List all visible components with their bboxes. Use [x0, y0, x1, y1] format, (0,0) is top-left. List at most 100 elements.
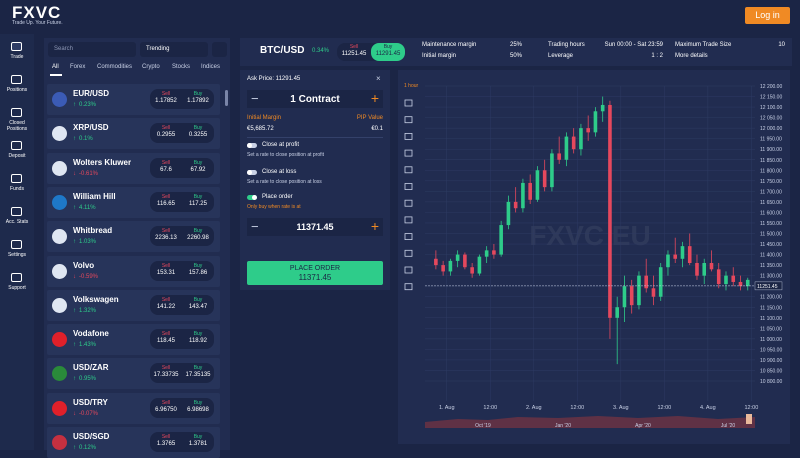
candle-body	[586, 128, 590, 133]
order-panel: Ask Price: 11291.45 × − +1 Contract Initial …	[240, 70, 390, 290]
x-tick-label: 12:00	[570, 405, 584, 411]
instrument-row[interactable]: USD/TRY ↓ -0.07% Sell Buy 6.96750 6.98698	[47, 392, 220, 424]
x-tick-label: 3. Aug	[613, 405, 629, 411]
price-tag	[754, 281, 783, 291]
price-box[interactable]: Sell Buy 2236.13 2260.98	[150, 226, 214, 247]
nav-icon[interactable]	[11, 273, 22, 282]
tab[interactable]: Commodities	[97, 64, 133, 70]
toggle-hint: Set a rate to close position at loss	[247, 179, 322, 185]
instrument-row[interactable]: Wolters Kluwer ↓ -0.61% Sell Buy 67.6 67.92	[47, 152, 220, 184]
tab[interactable]: Indices	[201, 64, 221, 70]
plus[interactable]: +	[370, 218, 379, 234]
login-button[interactable]: Log in	[745, 7, 790, 24]
candle-body	[702, 263, 707, 276]
price-box[interactable]: Sell Buy 118.45 118.92	[150, 329, 214, 350]
tool-icon	[404, 183, 413, 190]
price-box[interactable]: Sell Buy 67.6 67.92	[150, 157, 214, 178]
search-box[interactable]: Search	[48, 42, 136, 57]
change: 0.1%	[79, 136, 93, 143]
tool-icon	[404, 233, 413, 241]
instrument-row[interactable]: EUR/USD ↑ 0.23% Sell Buy 1.17852 1.17892	[47, 84, 220, 115]
candle-body	[463, 254, 467, 268]
tab[interactable]: Crypto	[142, 64, 160, 70]
y-tick-label: 12 150.00	[760, 95, 782, 101]
tool-icon	[404, 166, 413, 174]
toggle-hint: Only buy when rate is at	[247, 204, 301, 210]
nav-label[interactable]: Positions	[6, 87, 28, 93]
nav-icon[interactable]	[11, 42, 22, 51]
minus[interactable]: −	[251, 219, 259, 234]
minus[interactable]: −	[251, 91, 259, 106]
nav-icon[interactable]	[11, 240, 22, 249]
sell-price: 118.45	[157, 338, 175, 345]
interval: 1 hour	[404, 83, 419, 89]
instrument-row[interactable]: Vodafone ↑ 1.43% Sell Buy 118.45 118.92	[47, 324, 220, 356]
price-box[interactable]: Sell Buy 153.31 157.86	[150, 260, 214, 281]
price-box[interactable]: Sell Buy 1.3765 1.3781	[150, 432, 214, 452]
tool-icon	[404, 133, 413, 140]
candle-body	[492, 250, 496, 255]
toggle[interactable]	[247, 170, 257, 175]
tab[interactable]: Forex	[70, 64, 86, 70]
instrument-row[interactable]: William Hill ↑ 4.11% Sell Buy 116.65 117.25	[47, 186, 220, 218]
price-box[interactable]: Sell Buy 1.17852 1.17892	[150, 89, 214, 109]
candle-body	[564, 136, 569, 160]
nav-icon[interactable]	[11, 75, 22, 84]
change-arrow: ↑	[73, 204, 76, 211]
nav-icon[interactable]	[11, 207, 22, 216]
filter-dropdown[interactable]: Trending	[140, 42, 208, 57]
price-box[interactable]: Sell Buy 0.2955 0.3255	[150, 123, 214, 144]
instrument-row[interactable]: USD/ZAR ↑ 0.95% Sell Buy 17.33735 17.35135	[47, 358, 220, 390]
instrument-row[interactable]: XRP/USD ↑ 0.1% Sell Buy 0.2955 0.3255	[47, 118, 220, 150]
buy-price: 1.17892	[187, 98, 209, 104]
sell-price: 6.96750	[155, 406, 177, 413]
filter-button[interactable]	[212, 42, 227, 57]
instrument-row[interactable]: Volkswagen ↑ 1.32% Sell Buy 141.22 143.47	[47, 289, 220, 321]
stepper: − +1 Contract	[247, 90, 383, 108]
nav-icon[interactable]	[11, 174, 22, 183]
instrument-row[interactable]: Whitbread ↑ 1.03% Sell Buy 2236.13 2260.98	[47, 221, 220, 253]
tab[interactable]: Stocks	[172, 64, 191, 70]
info-value: 50%	[509, 53, 522, 59]
symbol-price-box[interactable]: Sell 11251.45 Buy 11291.45	[337, 43, 405, 61]
nav-label[interactable]: Settings	[7, 252, 27, 258]
more-details[interactable]: More details	[675, 53, 708, 59]
plus[interactable]: +	[370, 90, 379, 106]
nav-label[interactable]: Support	[8, 285, 26, 291]
info-label: Maintenance margin	[422, 42, 477, 48]
price-box[interactable]: Sell Buy 141.22 143.47	[150, 294, 214, 315]
place-order-button[interactable]: PLACE ORDER 11371.45	[247, 261, 383, 285]
nav-label[interactable]: Trade	[10, 54, 24, 60]
instrument-row[interactable]: Volvo ↓ -0.59% Sell Buy 153.31 157.86	[47, 255, 220, 287]
sell-price: 2236.13	[155, 235, 177, 242]
price-label: 11251.45	[757, 284, 778, 290]
toggle-label: Close at loss	[262, 169, 297, 175]
nav-label[interactable]: Acc. Stats	[5, 219, 29, 225]
candle-body	[455, 254, 460, 261]
tab[interactable]: All	[52, 64, 59, 70]
candle-body	[528, 182, 532, 200]
price-box[interactable]: Sell Buy 116.65 117.25	[150, 191, 214, 212]
candle-body	[535, 170, 540, 200]
nav-label[interactable]: Funds	[10, 186, 24, 192]
price-box[interactable]: Sell Buy 6.96750 6.98698	[150, 397, 214, 418]
buy-price: 157.86	[188, 269, 208, 276]
nav-icon[interactable]	[11, 108, 22, 117]
toggle-knob	[247, 143, 252, 148]
button-value: 11371.45	[298, 273, 332, 282]
nav-label[interactable]: Deposit	[8, 153, 26, 159]
close-button[interactable]: ×	[376, 74, 381, 83]
y-tick-label: 12 000.00	[760, 126, 782, 132]
candle-body	[651, 288, 656, 297]
price-box[interactable]: Sell Buy 17.33735 17.35135	[150, 363, 214, 384]
change-arrow: ↓	[73, 170, 76, 177]
candle-body	[738, 281, 743, 287]
navigator-handle[interactable]	[746, 414, 752, 424]
instrument-row[interactable]: USD/SGD ↑ 0.12% Sell Buy 1.3765 1.3781	[47, 427, 220, 458]
buy-label: Buy	[193, 125, 203, 132]
nav-label[interactable]: Closed Positions	[6, 120, 28, 132]
toggle[interactable]	[247, 143, 257, 148]
nav-icon[interactable]	[11, 141, 22, 150]
sell-label: Sell	[161, 91, 171, 97]
toggle[interactable]	[247, 195, 257, 200]
